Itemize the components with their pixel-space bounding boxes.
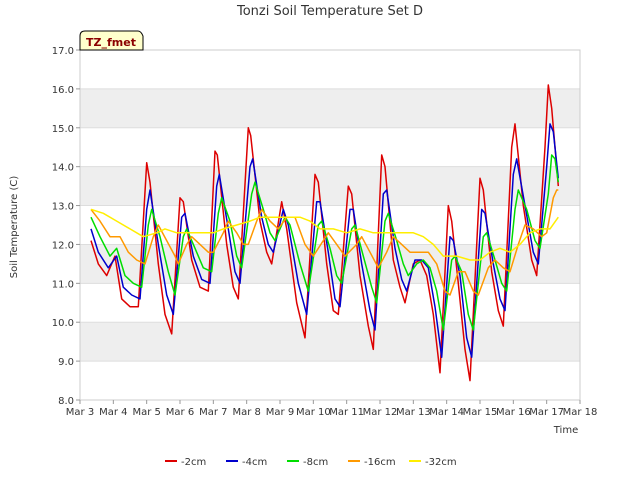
- y-tick-label: 12.0: [52, 240, 74, 251]
- x-tick-label: Mar 11: [329, 407, 364, 418]
- grid-band: [80, 166, 580, 206]
- legend-item-label: -16cm: [364, 457, 396, 468]
- y-tick-label: 9.0: [58, 357, 74, 368]
- x-tick-label: Mar 10: [296, 407, 331, 418]
- grid-band: [80, 88, 580, 128]
- x-tick-label: Mar 17: [529, 407, 564, 418]
- y-tick-label: 15.0: [52, 124, 74, 135]
- legend-item-label: -32cm: [425, 457, 457, 468]
- x-tick-label: Mar 12: [363, 407, 398, 418]
- series-line-minus16cm: [90, 189, 559, 296]
- series-lines: [90, 84, 560, 382]
- y-tick-label: 8.0: [58, 396, 74, 407]
- x-tick-label: Mar 13: [396, 407, 431, 418]
- x-tick-label: Mar 9: [266, 407, 294, 418]
- x-tick-label: Mar 3: [66, 407, 94, 418]
- x-tick-label: Mar 16: [496, 407, 531, 418]
- x-tick-label: Mar 18: [563, 407, 598, 418]
- y-tick-label: 10.0: [52, 318, 74, 329]
- legend-item-label: -4cm: [242, 457, 267, 468]
- series-line-minus8cm: [90, 154, 560, 331]
- x-tick-label: Mar 6: [166, 407, 194, 418]
- y-tick-label: 16.0: [52, 85, 74, 96]
- series-line-minus32cm: [90, 208, 559, 261]
- chart-title: Tonzi Soil Temperature Set D: [236, 4, 423, 19]
- y-axis-ticks: 8.0 9.0 10.0 11.0 12.0 13.0 14.0 15.0 16.0 17.0: [52, 46, 80, 407]
- y-tick-label: 13.0: [52, 202, 74, 213]
- x-tick-label: Mar 7: [199, 407, 227, 418]
- x-tick-label: Mar 4: [99, 407, 127, 418]
- plot-area: [79, 49, 581, 401]
- legend-item-label: -8cm: [303, 457, 328, 468]
- y-tick-label: 17.0: [52, 46, 74, 57]
- legend: -2cm -4cm -8cm -16cm -32cm: [165, 457, 457, 468]
- y-tick-label: 11.0: [52, 279, 74, 290]
- y-tick-label: 14.0: [52, 163, 74, 174]
- x-axis-label: Time: [553, 425, 578, 436]
- grid-band: [80, 322, 580, 362]
- y-axis-label: Soil Temperature (C): [9, 176, 20, 279]
- legend-item-label: -2cm: [181, 457, 206, 468]
- x-tick-label: Mar 5: [132, 407, 160, 418]
- badge-label: TZ_fmet: [86, 36, 136, 49]
- x-tick-label: Mar 14: [429, 407, 464, 418]
- x-tick-label: Mar 15: [463, 407, 498, 418]
- x-axis-ticks: Mar 3 Mar 4 Mar 5 Mar 6 Mar 7 Mar 8 Mar 9 Mar 1…: [66, 400, 598, 418]
- tz-fmet-badge: TZ_fmet: [79, 30, 144, 51]
- x-tick-label: Mar 8: [232, 407, 260, 418]
